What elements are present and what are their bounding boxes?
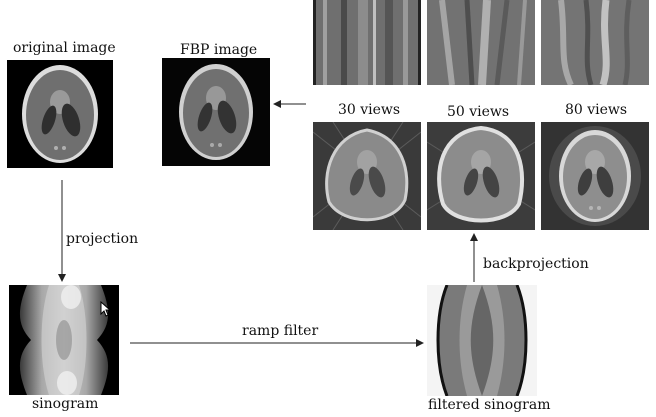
backprojection-label: backprojection bbox=[483, 256, 589, 272]
projection-strip-50 bbox=[427, 0, 535, 85]
original-image-label: original image bbox=[13, 40, 116, 56]
original-phantom-image bbox=[7, 60, 113, 168]
fbp-image-label: FBP image bbox=[180, 42, 258, 58]
reconstruction-50-views bbox=[427, 122, 535, 230]
projection-strip-80 bbox=[541, 0, 649, 85]
mouse-cursor-icon bbox=[100, 301, 112, 317]
projection-strip-30 bbox=[313, 0, 421, 85]
filtered-sinogram-image bbox=[427, 285, 537, 396]
reconstruction-80-views bbox=[541, 122, 649, 230]
projection-label: projection bbox=[66, 231, 139, 247]
filtered-sinogram-label: filtered sinogram bbox=[428, 397, 551, 413]
sinogram-image bbox=[9, 285, 119, 395]
fbp-reconstructed-image bbox=[162, 58, 270, 166]
reconstruction-30-views bbox=[313, 122, 421, 230]
views-80-label: 80 views bbox=[565, 102, 628, 118]
views-30-label: 30 views bbox=[338, 102, 401, 118]
ramp-filter-label: ramp filter bbox=[242, 323, 319, 339]
views-50-label: 50 views bbox=[447, 104, 510, 120]
sinogram-label: sinogram bbox=[32, 396, 99, 412]
